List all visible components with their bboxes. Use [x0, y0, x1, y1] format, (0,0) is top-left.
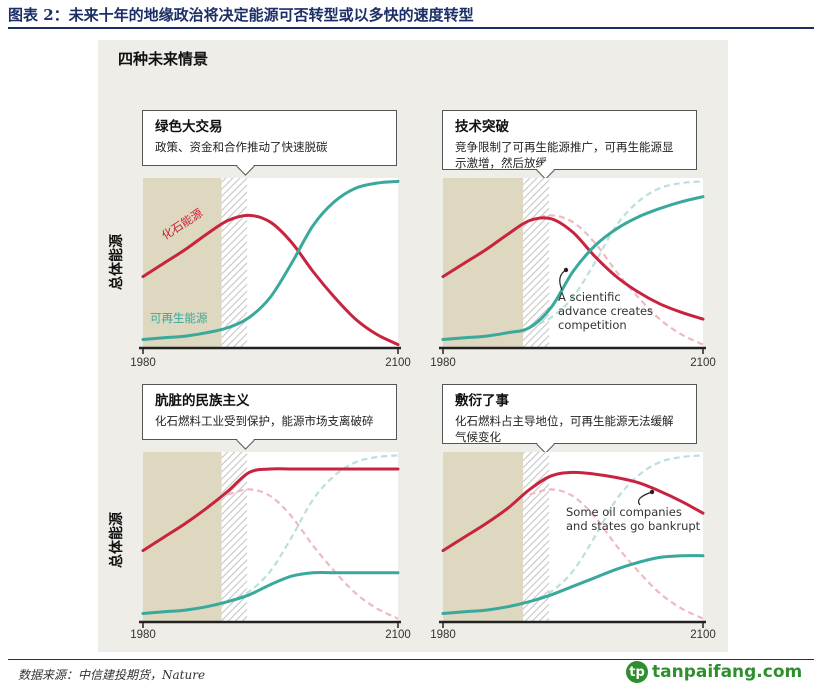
annotation-text: A scientific advance creates competition — [558, 290, 653, 332]
ghost-renewable-line — [529, 454, 704, 603]
card-text: 化石燃料工业受到保护，能源市场支离破碎 — [155, 414, 374, 428]
history-band — [443, 452, 524, 622]
annotation-line: and states go bankrupt — [566, 519, 701, 533]
fossil-energy-line — [441, 470, 705, 553]
footer-rule — [8, 659, 814, 660]
transition-zone — [221, 452, 248, 622]
card-title: 敷衍了事 — [455, 393, 509, 409]
logo-icon: tp — [626, 661, 648, 683]
x-tick-label-end: 2100 — [690, 357, 716, 369]
card-dirty-nationalism: 肮脏的民族主义 化石燃料工业受到保护，能源市场支离破碎 — [142, 384, 397, 440]
annotation-line: advance creates — [558, 304, 653, 318]
card-text: 政策、资金和合作推动了快速脱碳 — [155, 140, 328, 154]
history-band — [443, 178, 524, 348]
card-title: 绿色大交易 — [155, 119, 223, 135]
ghost-renewable-line — [227, 454, 399, 603]
annotation-text: Some oil companies and states go bankrupt — [566, 505, 701, 533]
fossil-energy-line — [141, 213, 400, 347]
card-title: 技术突破 — [455, 119, 509, 135]
fossil-energy-line — [441, 216, 705, 321]
card-text: 化石燃料占主导地位，可再生能源无法缓解气候变化 — [455, 414, 674, 444]
x-tick-label-end: 2100 — [385, 357, 411, 369]
renewable-energy-line — [441, 195, 705, 341]
annotation-line: competition — [558, 318, 627, 332]
fossil-energy-line — [141, 467, 400, 553]
x-tick-label-start: 1980 — [130, 629, 156, 641]
x-tick-label-start: 1980 — [430, 357, 456, 369]
annotation-line: Some oil companies — [566, 505, 682, 519]
annotation-pointer — [637, 491, 653, 506]
annotation-line: A scientific — [558, 290, 621, 304]
x-tick-label-end: 2100 — [385, 629, 411, 641]
ghost-fossil-line — [529, 488, 704, 620]
card-text: 竞争限制了可再生能源推广，可再生能源显示激增，然后放缓 — [455, 140, 674, 170]
history-band — [143, 452, 222, 622]
annotation-dot — [563, 267, 569, 273]
x-tick-label-end: 2100 — [690, 629, 716, 641]
renewable-energy-line — [141, 179, 400, 341]
ghost-renewable-line — [529, 180, 704, 329]
card-green-deal: 绿色大交易 政策、资金和合作推动了快速脱碳 — [142, 110, 397, 166]
annotation-dot — [649, 489, 655, 495]
ghost-fossil-line — [529, 214, 704, 346]
panel-title: 四种未来情景 — [118, 50, 209, 68]
ghost-fossil-line — [227, 488, 399, 620]
figure-title: 图表 2：未来十年的地缘政治将决定能源可否转型或以多快的速度转型 — [8, 6, 474, 24]
card-title: 肮脏的民族主义 — [155, 393, 250, 409]
renewable-series-label: 可再生能源 — [150, 311, 208, 325]
title-rule — [8, 27, 814, 29]
site-logo: tp tanpaifang.com — [626, 661, 802, 683]
logo-text: tanpaifang.com — [652, 662, 803, 682]
source-note: 数据来源：中信建投期货，Nature — [18, 668, 206, 682]
card-tech-breakthrough: 技术突破 竞争限制了可再生能源推广，可再生能源显示激增，然后放缓 — [442, 110, 697, 170]
transition-zone — [523, 178, 550, 348]
renewable-energy-line — [441, 554, 705, 615]
x-tick-label-start: 1980 — [130, 357, 156, 369]
x-tick-label-start: 1980 — [430, 629, 456, 641]
history-band — [143, 178, 222, 348]
card-muddling-through: 敷衍了事 化石燃料占主导地位，可再生能源无法缓解气候变化 — [442, 384, 697, 444]
renewable-energy-line — [141, 570, 400, 615]
